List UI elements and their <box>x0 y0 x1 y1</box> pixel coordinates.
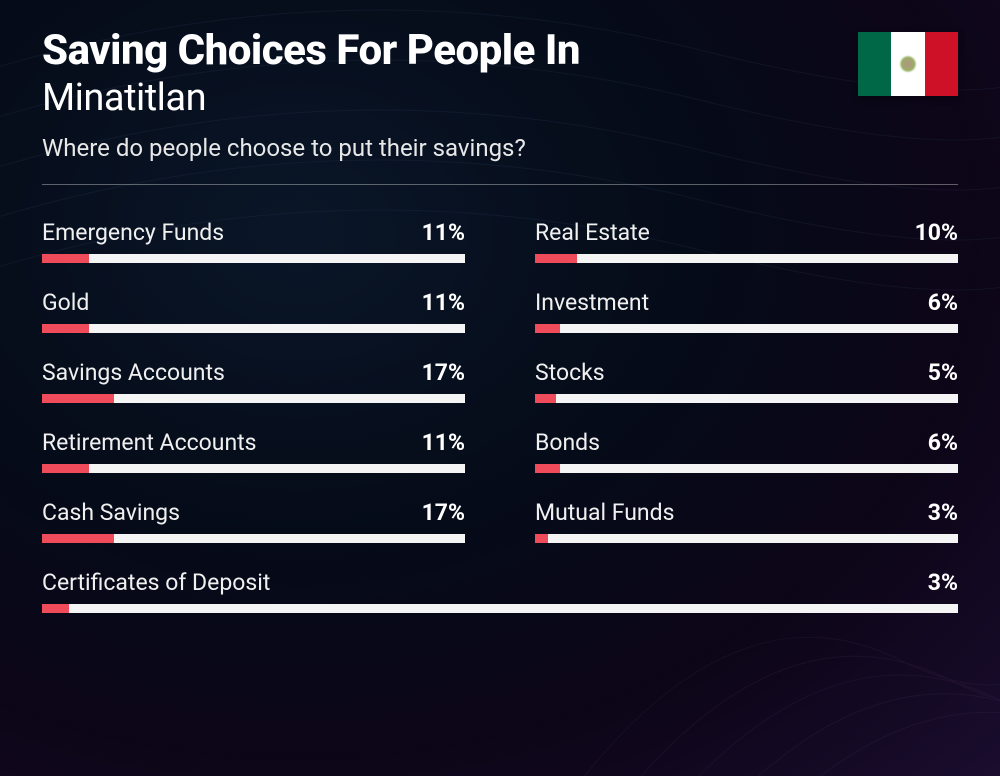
infographic-container: Saving Choices For People In Minatitlan … <box>0 0 1000 633</box>
divider <box>42 184 958 185</box>
chart-item: Gold 11% <box>42 263 465 333</box>
chart-item-value: 11% <box>422 219 465 246</box>
chart-item-value: 5% <box>928 359 958 386</box>
chart-item: Investment 6% <box>535 263 958 333</box>
chart-item-value: 6% <box>928 429 958 456</box>
chart-item-label: Bonds <box>535 429 600 456</box>
chart-item: Emergency Funds 11% <box>42 193 465 263</box>
flag-emblem <box>899 55 917 73</box>
chart-item-row: Stocks 5% <box>535 359 958 386</box>
flag-stripe-green <box>858 32 891 96</box>
bar-track <box>42 534 465 543</box>
bar-track <box>42 394 465 403</box>
bar-track <box>42 464 465 473</box>
subtitle: Where do people choose to put their savi… <box>42 134 958 162</box>
bar-track <box>535 534 958 543</box>
bar-fill <box>535 464 560 473</box>
chart-item: Bonds 6% <box>535 403 958 473</box>
chart-item-row: Real Estate 10% <box>535 219 958 246</box>
chart-grid: Emergency Funds 11% Real Estate 10% Gold 11% I… <box>42 193 958 613</box>
bar-fill <box>42 464 89 473</box>
chart-item: Retirement Accounts 11% <box>42 403 465 473</box>
bar-fill <box>535 254 577 263</box>
chart-item: Cash Savings 17% <box>42 473 465 543</box>
chart-item-label: Investment <box>535 289 649 316</box>
chart-item-row: Bonds 6% <box>535 429 958 456</box>
chart-item-label: Certificates of Deposit <box>42 569 270 596</box>
chart-item-row: Emergency Funds 11% <box>42 219 465 246</box>
chart-item-row: Retirement Accounts 11% <box>42 429 465 456</box>
chart-item-value: 17% <box>422 499 465 526</box>
chart-item-label: Gold <box>42 289 89 316</box>
bar-track <box>535 254 958 263</box>
chart-item-label: Real Estate <box>535 219 650 246</box>
bar-track <box>535 394 958 403</box>
bar-fill <box>42 324 89 333</box>
bar-track <box>42 604 958 613</box>
bar-track <box>535 464 958 473</box>
bar-fill <box>535 394 556 403</box>
bar-fill <box>535 534 548 543</box>
chart-item: Stocks 5% <box>535 333 958 403</box>
bar-track <box>535 324 958 333</box>
bar-fill <box>42 394 114 403</box>
chart-item: Real Estate 10% <box>535 193 958 263</box>
chart-item-value: 11% <box>422 429 465 456</box>
chart-item-row: Investment 6% <box>535 289 958 316</box>
chart-item-value: 3% <box>928 499 958 526</box>
title-city: Minatitlan <box>42 76 958 120</box>
flag-stripe-red <box>925 32 958 96</box>
chart-item-value: 6% <box>928 289 958 316</box>
chart-item-value: 10% <box>915 219 958 246</box>
chart-item: Mutual Funds 3% <box>535 473 958 543</box>
chart-item-row: Gold 11% <box>42 289 465 316</box>
chart-item: Savings Accounts 17% <box>42 333 465 403</box>
flag-stripe-white <box>891 32 924 96</box>
chart-item-row: Cash Savings 17% <box>42 499 465 526</box>
chart-item-row: Certificates of Deposit 3% <box>42 569 958 596</box>
chart-item: Certificates of Deposit 3% <box>42 543 958 613</box>
title-line1: Saving Choices For People In <box>42 28 958 74</box>
header: Saving Choices For People In Minatitlan … <box>42 28 958 162</box>
chart-item-label: Mutual Funds <box>535 499 674 526</box>
bar-fill <box>42 604 69 613</box>
chart-item-label: Emergency Funds <box>42 219 224 246</box>
chart-item-row: Mutual Funds 3% <box>535 499 958 526</box>
bar-fill <box>42 534 114 543</box>
bar-fill <box>42 254 89 263</box>
chart-item-value: 3% <box>928 569 958 596</box>
chart-item-label: Stocks <box>535 359 605 386</box>
chart-item-label: Savings Accounts <box>42 359 225 386</box>
flag-mexico <box>858 32 958 96</box>
bar-track <box>42 254 465 263</box>
chart-item-label: Retirement Accounts <box>42 429 257 456</box>
bar-fill <box>535 324 560 333</box>
chart-item-row: Savings Accounts 17% <box>42 359 465 386</box>
chart-item-value: 17% <box>422 359 465 386</box>
bar-track <box>42 324 465 333</box>
chart-item-value: 11% <box>422 289 465 316</box>
chart-item-label: Cash Savings <box>42 499 180 526</box>
